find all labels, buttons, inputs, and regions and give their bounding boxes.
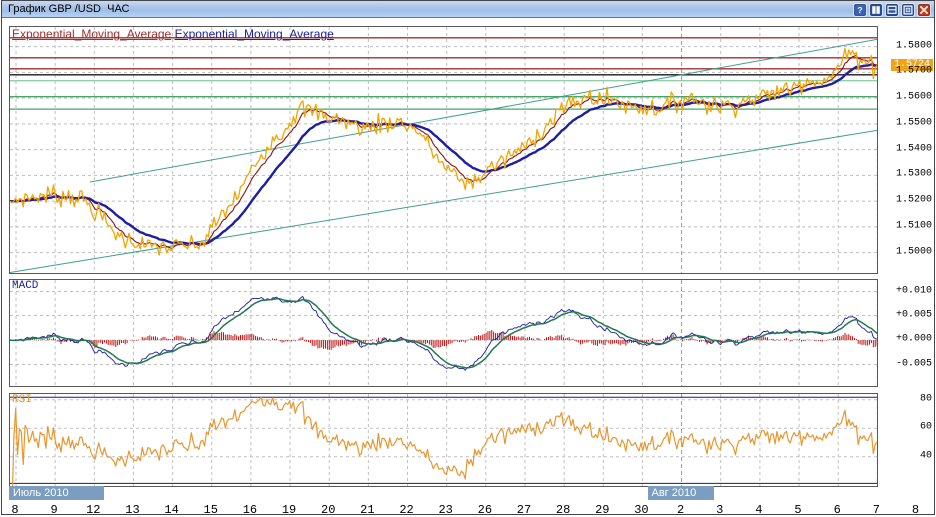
svg-text:?: ? [857, 5, 862, 15]
